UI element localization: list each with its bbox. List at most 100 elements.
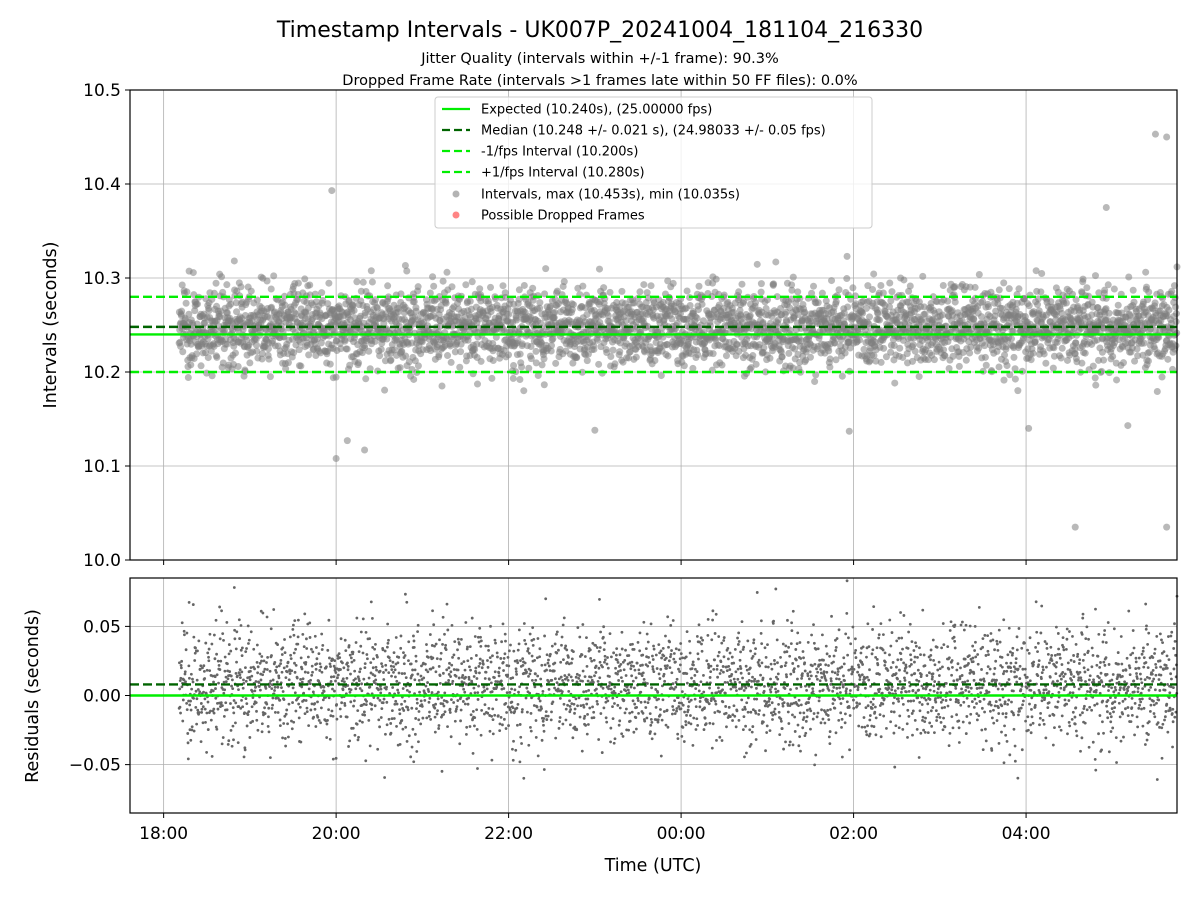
residual-point bbox=[496, 714, 500, 718]
interval-point bbox=[753, 260, 761, 268]
residual-point bbox=[311, 670, 314, 674]
residual-point bbox=[378, 725, 382, 729]
legend-label-intervals: Intervals, max (10.453s), min (10.035s) bbox=[481, 188, 740, 203]
residual-point bbox=[263, 667, 267, 671]
residual-point bbox=[246, 713, 250, 717]
interval-point bbox=[683, 287, 691, 295]
residual-point bbox=[367, 718, 371, 722]
residual-point bbox=[417, 718, 421, 722]
interval-point bbox=[546, 302, 554, 310]
residual-point bbox=[260, 730, 264, 734]
residual-point bbox=[501, 723, 504, 727]
residual-point bbox=[280, 686, 283, 690]
residual-point bbox=[200, 707, 204, 711]
residual-point bbox=[453, 719, 457, 723]
residual-point bbox=[469, 656, 473, 660]
interval-point bbox=[789, 273, 797, 281]
interval-point bbox=[841, 349, 849, 357]
residual-point bbox=[433, 730, 437, 734]
residual-point bbox=[491, 654, 494, 658]
residual-point bbox=[304, 661, 308, 664]
residual-point bbox=[313, 707, 317, 711]
interval-point bbox=[1014, 387, 1022, 395]
residual-point bbox=[427, 700, 431, 704]
residual-point bbox=[381, 701, 385, 705]
interval-point bbox=[722, 352, 730, 360]
interval-point bbox=[752, 299, 760, 307]
residual-point bbox=[443, 710, 447, 714]
residual-point bbox=[221, 736, 225, 739]
interval-point bbox=[301, 275, 309, 283]
interval-point bbox=[346, 361, 354, 369]
residual-point bbox=[454, 674, 458, 678]
interval-point bbox=[410, 375, 418, 383]
residual-point bbox=[320, 632, 324, 636]
interval-point bbox=[1037, 288, 1045, 296]
residual-point bbox=[390, 709, 394, 713]
residual-point bbox=[528, 672, 532, 676]
interval-point bbox=[909, 341, 917, 349]
interval-point bbox=[611, 360, 619, 368]
residual-point bbox=[511, 747, 514, 751]
residual-point bbox=[385, 700, 389, 704]
residual-point bbox=[347, 644, 351, 647]
residual-point bbox=[456, 699, 460, 702]
residual-point bbox=[361, 651, 365, 655]
residual-point bbox=[349, 672, 352, 676]
interval-point bbox=[318, 289, 326, 297]
residual-point bbox=[306, 655, 310, 659]
residual-point bbox=[250, 705, 254, 709]
residual-point bbox=[354, 687, 358, 691]
interval-point bbox=[966, 349, 974, 357]
residual-point bbox=[519, 659, 522, 663]
residual-point bbox=[220, 742, 224, 746]
residual-point bbox=[307, 687, 311, 691]
interval-point bbox=[373, 304, 381, 312]
residual-point bbox=[485, 687, 489, 691]
residual-point bbox=[518, 685, 522, 689]
residual-point bbox=[499, 679, 503, 683]
residual-point bbox=[238, 637, 242, 640]
residual-point bbox=[355, 722, 359, 726]
residual-point bbox=[507, 724, 510, 727]
residual-point bbox=[415, 707, 418, 711]
residual-point bbox=[234, 647, 238, 651]
residual-point bbox=[227, 652, 231, 656]
residual-point bbox=[349, 688, 353, 692]
residual-point bbox=[378, 669, 382, 673]
residual-point bbox=[356, 709, 360, 712]
residual-point bbox=[458, 742, 462, 746]
residual-point bbox=[361, 617, 365, 621]
residual-point bbox=[310, 647, 313, 651]
residual-point bbox=[271, 703, 274, 707]
residual-point bbox=[327, 618, 331, 622]
residual-point bbox=[235, 674, 239, 678]
residual-point bbox=[502, 669, 505, 672]
residual-point bbox=[222, 691, 226, 695]
residual-point bbox=[478, 662, 482, 665]
interval-point bbox=[353, 278, 361, 286]
residual-point bbox=[341, 677, 345, 681]
residual-point bbox=[534, 736, 538, 739]
residual-point bbox=[525, 670, 528, 674]
interval-point bbox=[468, 278, 476, 286]
interval-point bbox=[835, 286, 843, 294]
residual-point bbox=[494, 698, 498, 702]
residual-point bbox=[351, 650, 355, 654]
residual-point bbox=[195, 697, 199, 701]
residual-point bbox=[507, 649, 511, 653]
interval-point bbox=[590, 345, 598, 353]
residual-point bbox=[503, 632, 507, 636]
residual-point bbox=[391, 686, 395, 689]
residual-point bbox=[480, 666, 484, 670]
residual-point bbox=[294, 647, 298, 651]
interval-point bbox=[1057, 354, 1065, 362]
interval-point bbox=[384, 282, 392, 290]
residual-point bbox=[275, 671, 278, 674]
interval-point bbox=[178, 281, 186, 289]
residual-point bbox=[352, 699, 356, 703]
intervals-x-ticks bbox=[163, 560, 1027, 565]
residual-point bbox=[288, 635, 292, 639]
residual-point bbox=[385, 723, 389, 727]
residual-point bbox=[270, 687, 274, 690]
